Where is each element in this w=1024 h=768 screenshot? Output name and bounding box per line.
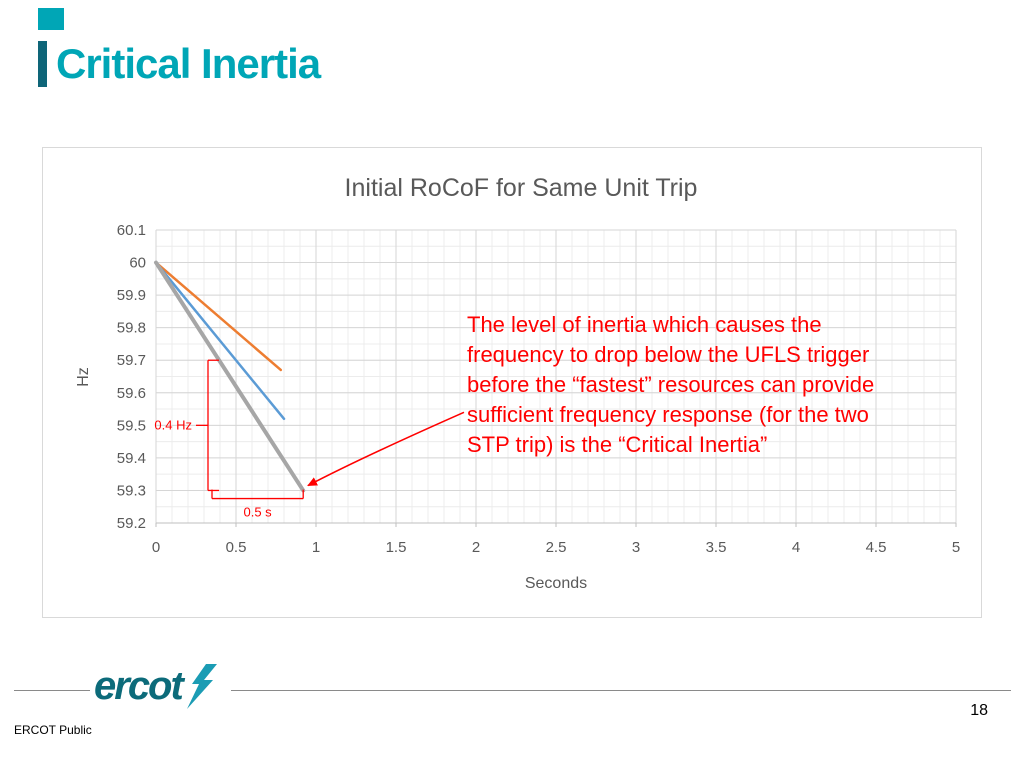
svg-text:59.5: 59.5 <box>117 417 146 434</box>
chart-container: 0 0.5 1 1.5 2 2.5 3 3.5 4 4.5 5 60.1 60 59.9 59.8 59.7 5… <box>42 147 982 618</box>
series-slow-rocof <box>154 261 283 372</box>
svg-text:3.5: 3.5 <box>706 539 727 556</box>
callout-line: frequency to drop below the UFLS trigger <box>467 342 870 367</box>
callout-text: The level of inertia which causes the fre… <box>467 310 967 460</box>
x-axis-label: Seconds <box>525 575 587 592</box>
svg-text:3: 3 <box>632 539 640 556</box>
svg-text:60: 60 <box>129 255 146 272</box>
y-tick-labels: 60.1 60 59.9 59.8 59.7 59.6 59.5 59.4 59.3 59.2 <box>117 222 146 532</box>
callout-line: sufficient frequency response (for the t… <box>467 402 869 427</box>
accent-square <box>38 8 64 30</box>
svg-text:4.5: 4.5 <box>866 539 887 556</box>
svg-text:2: 2 <box>472 539 480 556</box>
svg-text:59.4: 59.4 <box>117 450 146 467</box>
x-tick-labels: 0 0.5 1 1.5 2 2.5 3 3.5 4 4.5 5 <box>152 539 960 556</box>
callout-line: STP trip) is the “Critical Inertia” <box>467 432 768 457</box>
svg-text:4: 4 <box>792 539 800 556</box>
svg-text:1: 1 <box>312 539 320 556</box>
footer-divider-left <box>14 690 90 691</box>
svg-text:5: 5 <box>952 539 960 556</box>
svg-text:2.5: 2.5 <box>546 539 567 556</box>
series-mid-rocof <box>154 261 286 421</box>
svg-text:59.9: 59.9 <box>117 287 146 304</box>
lightning-bolt-icon <box>186 664 217 709</box>
slide-title: Critical Inertia <box>56 40 321 87</box>
svg-text:0: 0 <box>152 539 160 556</box>
footer-divider-right <box>231 690 1011 691</box>
svg-text:60.1: 60.1 <box>117 222 146 239</box>
svg-text:59.8: 59.8 <box>117 320 146 337</box>
ercot-logo: ercot <box>94 662 219 710</box>
rocof-chart: 0 0.5 1 1.5 2 2.5 3 3.5 4 4.5 5 60.1 60 59.9 59.8 59.7 5… <box>75 174 960 592</box>
series-fast-rocof-critical <box>154 260 306 493</box>
chart-major-grid <box>155 229 957 524</box>
chart-title: Initial RoCoF for Same Unit Trip <box>345 174 698 202</box>
svg-text:59.3: 59.3 <box>117 482 146 499</box>
title-accent-bar <box>38 41 47 87</box>
callout-arrow <box>307 411 465 487</box>
svg-text:59.2: 59.2 <box>117 515 146 532</box>
callout-line: before the “fastest” resources can provi… <box>467 372 875 397</box>
svg-text:0.5: 0.5 <box>226 539 247 556</box>
delta-hz-label: 0.4 Hz <box>154 417 192 432</box>
title-row: Critical Inertia <box>38 40 321 88</box>
measurement-brackets <box>196 359 304 500</box>
callout-line: The level of inertia which causes the <box>467 312 822 337</box>
classification-label: ERCOT Public <box>14 723 92 737</box>
x-axis-line <box>155 522 957 527</box>
svg-text:1.5: 1.5 <box>386 539 407 556</box>
svg-text:59.7: 59.7 <box>117 352 146 369</box>
page-number: 18 <box>970 702 988 719</box>
ercot-wordmark: ercot <box>94 663 184 708</box>
delta-t-label: 0.5 s <box>244 505 273 520</box>
svg-text:59.6: 59.6 <box>117 385 146 402</box>
y-axis-label: Hz <box>75 367 92 387</box>
